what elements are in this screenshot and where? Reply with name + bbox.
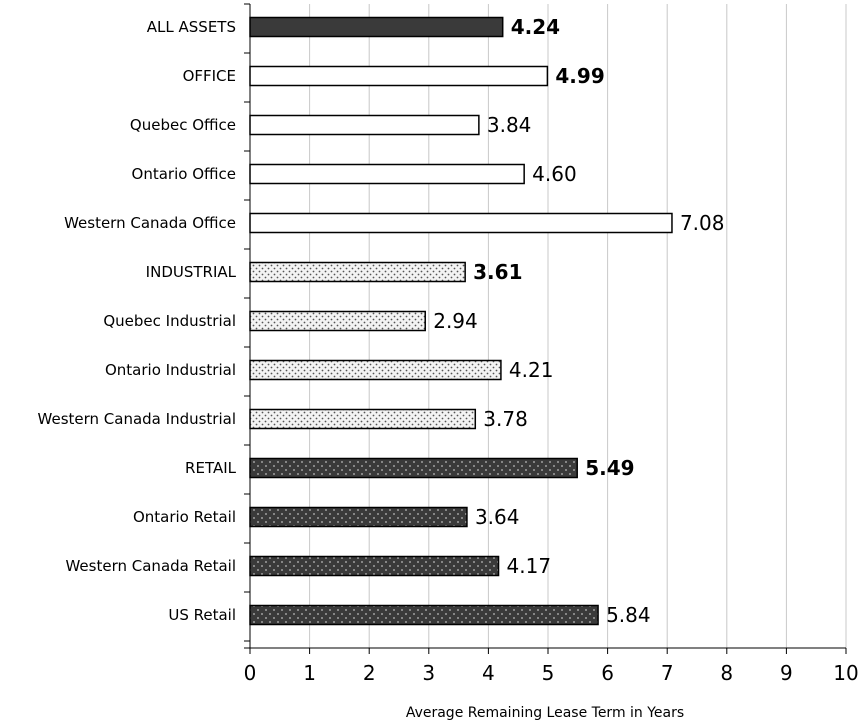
data-label: 4.21 xyxy=(509,358,554,382)
category-labels: ALL ASSETS OFFICE Quebec Office Ontario Off… xyxy=(38,18,237,624)
bar xyxy=(249,310,426,332)
category-label: Quebec Office xyxy=(130,116,236,134)
bar xyxy=(249,408,477,430)
category-label: OFFICE xyxy=(183,67,236,85)
x-tick-label: 1 xyxy=(303,661,316,685)
bar xyxy=(249,114,480,136)
x-tick-label: 5 xyxy=(542,661,555,685)
bar xyxy=(249,163,525,185)
data-label: 5.49 xyxy=(585,456,634,480)
bar xyxy=(249,261,466,283)
x-tick-label: 4 xyxy=(482,661,495,685)
category-label: Western Canada Industrial xyxy=(38,410,236,428)
category-label: ALL ASSETS xyxy=(147,18,236,36)
data-label: 7.08 xyxy=(680,211,725,235)
axes xyxy=(244,3,847,654)
data-label: 5.84 xyxy=(606,603,651,627)
x-tick-labels: 0 1 2 3 4 5 6 7 8 9 10 xyxy=(244,661,859,685)
data-label: 3.78 xyxy=(483,407,528,431)
data-label: 3.61 xyxy=(473,260,522,284)
category-label: RETAIL xyxy=(185,459,237,477)
data-label: 4.24 xyxy=(511,15,560,39)
data-label: 3.84 xyxy=(487,113,532,137)
x-tick-label: 9 xyxy=(780,661,793,685)
category-label: Ontario Retail xyxy=(133,508,236,526)
data-label: 4.17 xyxy=(507,554,552,578)
x-tick-label: 8 xyxy=(720,661,733,685)
bar xyxy=(249,212,673,234)
category-label: Ontario Office xyxy=(132,165,236,183)
category-label: INDUSTRIAL xyxy=(146,263,237,281)
bar xyxy=(249,16,504,38)
bars xyxy=(249,16,673,626)
data-label: 4.60 xyxy=(532,162,577,186)
x-axis-title: Average Remaining Lease Term in Years xyxy=(406,705,684,721)
bar xyxy=(249,457,578,479)
bar xyxy=(249,604,599,626)
data-label: 2.94 xyxy=(433,309,478,333)
bar xyxy=(249,555,500,577)
x-tick-label: 2 xyxy=(363,661,376,685)
category-label: Western Canada Office xyxy=(64,214,236,232)
value-labels: 4.24 4.99 3.84 4.60 7.08 3.61 2.94 4.21 3.78 5.49… xyxy=(433,15,724,627)
category-label: US Retail xyxy=(168,606,236,624)
bar xyxy=(249,506,468,528)
x-tick-label: 0 xyxy=(244,661,257,685)
bar xyxy=(249,359,502,381)
category-label: Quebec Industrial xyxy=(103,312,236,330)
x-tick-label: 6 xyxy=(601,661,614,685)
data-label: 3.64 xyxy=(475,505,520,529)
category-label: Ontario Industrial xyxy=(105,361,236,379)
x-tick-label: 10 xyxy=(833,661,858,685)
x-tick-label: 7 xyxy=(661,661,674,685)
data-label: 4.99 xyxy=(555,64,604,88)
x-tick-label: 3 xyxy=(422,661,435,685)
grid-lines xyxy=(309,4,847,648)
bar xyxy=(249,65,549,87)
category-label: Western Canada Retail xyxy=(65,557,236,575)
